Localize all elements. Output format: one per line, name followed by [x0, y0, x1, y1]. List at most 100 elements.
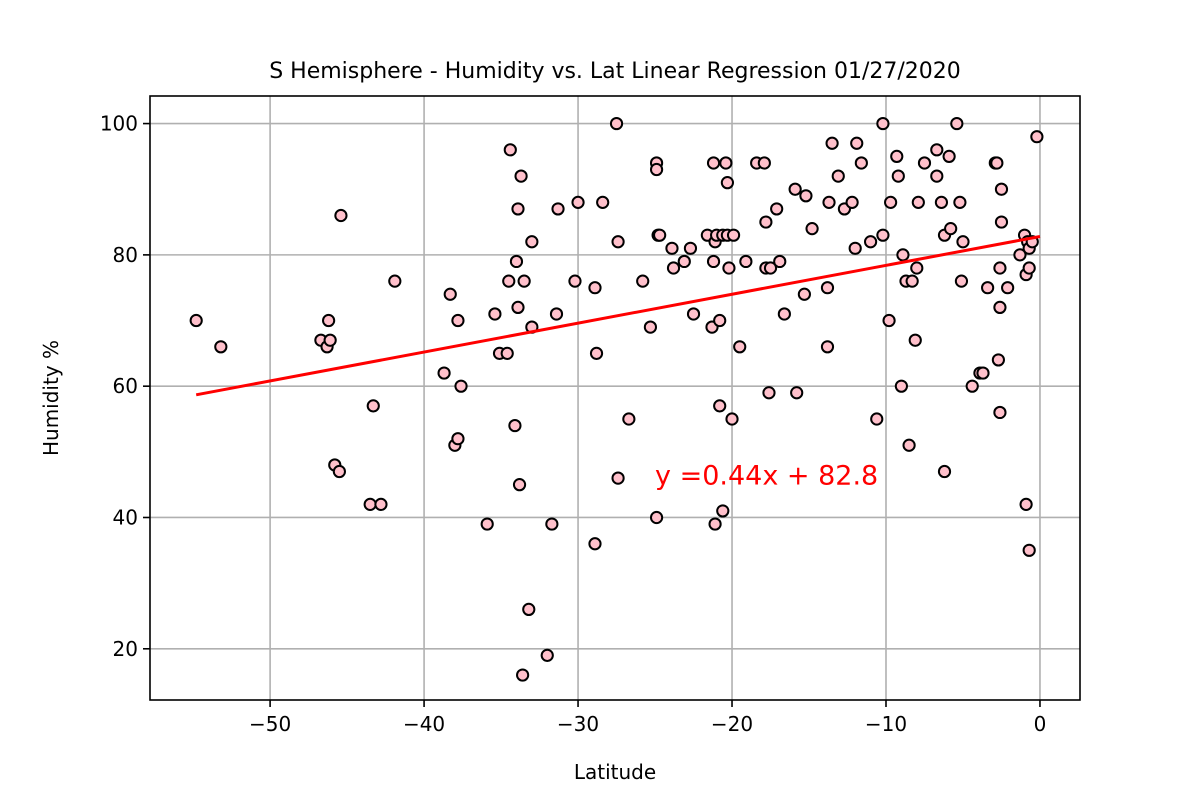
data-point	[589, 346, 604, 360]
data-point	[777, 307, 791, 321]
data-point	[739, 254, 753, 269]
data-point	[516, 668, 530, 682]
data-point	[480, 517, 494, 531]
data-point	[822, 195, 836, 209]
data-point	[954, 274, 969, 288]
data-point	[831, 169, 845, 183]
data-point	[653, 228, 667, 242]
data-point	[930, 169, 944, 183]
data-point	[500, 346, 514, 360]
data-point	[1022, 261, 1036, 275]
data-point	[706, 254, 721, 269]
data-point	[854, 156, 868, 170]
data-point	[773, 254, 787, 269]
data-point	[511, 202, 525, 216]
data-point	[713, 399, 727, 413]
x-axis-title: Latitude	[574, 760, 656, 784]
data-point	[1019, 497, 1033, 511]
data-point	[825, 136, 839, 150]
data-point	[363, 497, 377, 511]
data-point	[388, 274, 402, 288]
data-point	[891, 169, 905, 183]
plot-frame	[149, 95, 1081, 701]
data-point	[863, 235, 878, 249]
points-layer	[189, 116, 1044, 682]
data-point	[950, 116, 964, 131]
data-point	[884, 195, 898, 209]
data-point	[965, 379, 979, 393]
data-point	[890, 149, 904, 163]
data-point	[214, 340, 228, 354]
data-point	[845, 195, 859, 209]
data-point	[820, 340, 835, 354]
data-point	[902, 438, 916, 452]
data-point	[993, 261, 1007, 275]
y-axis-title: Humidity %	[39, 340, 63, 456]
data-point	[512, 478, 527, 492]
x-tick-label: −30	[557, 712, 599, 736]
data-point	[596, 195, 610, 209]
data-point	[189, 313, 203, 328]
data-point	[757, 156, 771, 170]
data-point	[611, 235, 625, 249]
data-point	[896, 248, 910, 262]
data-point	[726, 228, 741, 242]
data-point	[994, 215, 1009, 229]
data-point	[870, 412, 884, 426]
data-point	[797, 287, 811, 301]
data-point	[882, 313, 896, 328]
data-point	[323, 333, 337, 347]
data-point	[848, 241, 862, 255]
data-point	[706, 156, 721, 170]
data-point	[942, 149, 956, 163]
data-point	[908, 333, 922, 347]
y-tick-label: 100	[100, 112, 138, 136]
data-point	[820, 281, 835, 295]
data-point	[762, 386, 776, 400]
y-tick-label: 40	[113, 505, 138, 529]
data-point	[611, 471, 625, 485]
data-point	[366, 399, 380, 413]
data-point	[649, 162, 664, 177]
regression-line-layer	[195, 235, 1041, 397]
data-point	[451, 432, 465, 446]
data-point	[805, 222, 819, 236]
data-point	[905, 274, 919, 288]
y-tick-label: 80	[113, 243, 138, 267]
data-point	[944, 222, 958, 236]
x-tick-label: −50	[249, 712, 291, 736]
data-point	[514, 169, 528, 183]
data-point	[720, 176, 735, 190]
data-point	[649, 510, 664, 525]
data-point	[930, 143, 944, 157]
y-tick-label: 20	[113, 637, 138, 661]
data-point	[788, 182, 802, 196]
data-point	[622, 412, 636, 426]
data-point	[509, 254, 524, 269]
data-point	[911, 195, 925, 209]
data-point	[488, 307, 502, 321]
data-point	[322, 313, 336, 328]
data-point	[981, 281, 995, 295]
data-point	[686, 307, 701, 321]
chart-title: S Hemisphere - Humidity vs. Lat Linear R…	[269, 59, 961, 84]
x-tick-label: 0	[1034, 712, 1047, 736]
data-point	[677, 254, 691, 269]
data-point	[725, 412, 739, 426]
data-point	[994, 182, 1009, 196]
data-point	[910, 261, 924, 275]
data-point	[713, 313, 727, 328]
data-point	[503, 143, 517, 157]
data-point	[894, 379, 908, 393]
data-point	[1013, 248, 1027, 262]
regression-line	[195, 235, 1041, 397]
data-point	[666, 261, 681, 275]
x-tick-label: −40	[403, 712, 445, 736]
data-point	[517, 274, 531, 288]
data-point	[1022, 543, 1036, 557]
data-point	[993, 300, 1007, 314]
data-point	[571, 195, 585, 209]
data-point	[636, 274, 650, 288]
data-point	[716, 504, 730, 518]
